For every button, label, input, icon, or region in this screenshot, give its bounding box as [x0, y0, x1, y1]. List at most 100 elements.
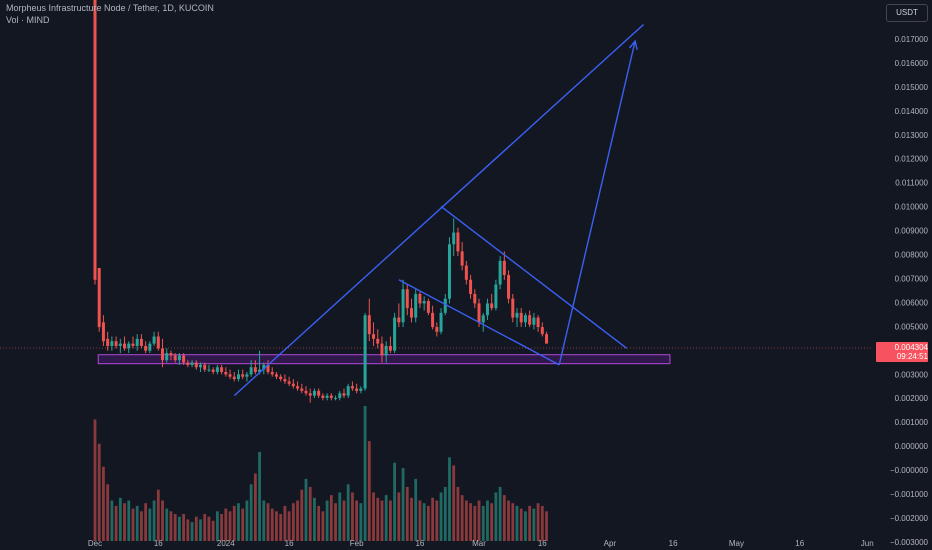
price-tick-label: 0.011000 [895, 179, 928, 188]
volume-bar [199, 519, 202, 541]
volume-bar [389, 500, 392, 541]
candle [325, 393, 329, 401]
candle [190, 360, 194, 368]
volume-bar [169, 511, 173, 541]
candle-body [401, 289, 405, 323]
candle [97, 267, 101, 332]
price-tick-label: −0.000000 [890, 466, 929, 475]
candle-body [207, 369, 211, 371]
candle [203, 362, 207, 372]
volume-bar [270, 508, 274, 541]
candle [363, 312, 367, 391]
candle-body [287, 381, 291, 384]
candle-body [199, 364, 202, 368]
volume-bar [346, 484, 350, 541]
time-tick-label: 2024 [217, 539, 235, 548]
support-zone[interactable] [97, 354, 671, 365]
price-tick-label: 0.010000 [895, 203, 929, 212]
volume-bar [464, 500, 468, 541]
candle-body [156, 336, 160, 349]
candle-body [393, 317, 397, 351]
volume-bar [258, 451, 261, 541]
candle-body [515, 312, 519, 318]
volume-bar [439, 492, 443, 541]
candle-body [456, 232, 460, 252]
candle-body [93, 0, 97, 280]
candle [435, 322, 439, 337]
candle [308, 388, 312, 403]
trend-lines[interactable] [233, 23, 645, 397]
time-axis[interactable]: Dec 16 2024 16 Feb 16 Mar 16 Apr 16 May 16 Jun [88, 539, 874, 548]
volume-bar [540, 505, 544, 541]
candle [473, 289, 477, 309]
candle [350, 381, 354, 391]
volume-bar [304, 478, 308, 541]
volume-bar [291, 503, 295, 541]
candle [519, 308, 523, 328]
volume-bar [397, 492, 401, 541]
candle-body [426, 301, 430, 313]
price-axis[interactable]: 0.0180000.0170000.0160000.0150000.014000… [872, 0, 932, 550]
candle-body [173, 355, 177, 361]
candle [405, 284, 409, 316]
volume-bar [410, 497, 413, 541]
candle [300, 383, 304, 394]
volume-bar [148, 508, 152, 541]
candle [249, 360, 253, 377]
candle [418, 291, 422, 309]
candle-body [118, 343, 122, 346]
trend-line[interactable] [233, 23, 645, 397]
candle [253, 360, 257, 375]
volume-bar [178, 516, 181, 541]
volume-bar [127, 500, 131, 541]
volume-bar [355, 500, 359, 541]
volume-bar [97, 443, 101, 541]
currency-button[interactable]: USDT [886, 4, 928, 22]
candle-body [131, 343, 135, 346]
volume-bar [351, 492, 354, 541]
candle-body [110, 341, 114, 346]
trend-line[interactable] [398, 279, 560, 366]
candle [241, 369, 245, 380]
candle-body [380, 343, 384, 356]
candle [296, 381, 300, 391]
candle-body [165, 353, 169, 361]
candle-body [220, 367, 224, 372]
volume-bar [380, 500, 384, 541]
candle [460, 241, 464, 271]
candle-body [469, 279, 473, 294]
price-tick-label: 0.000000 [895, 442, 929, 451]
trend-line[interactable] [558, 40, 636, 366]
support-zone-rect[interactable] [97, 354, 671, 365]
candle [165, 348, 169, 363]
candle [304, 386, 308, 396]
volume-bar [279, 514, 283, 541]
candle [393, 312, 397, 354]
price-tick-label: 0.015000 [895, 83, 929, 92]
candle-body [439, 312, 443, 332]
volume-bar [203, 514, 207, 541]
candle [355, 383, 359, 394]
candle-body [540, 327, 544, 335]
volume-bar [253, 473, 257, 541]
trend-line[interactable] [440, 205, 628, 349]
price-tick-label: 0.014000 [895, 107, 929, 116]
candle-body [262, 364, 266, 370]
candle-body [422, 301, 426, 304]
candle [494, 279, 498, 311]
volume-bar [338, 492, 342, 541]
time-tick-label: Feb [350, 539, 364, 548]
candle [194, 360, 198, 370]
volume-bar [431, 497, 434, 541]
volume-bar [532, 508, 536, 541]
candle [334, 395, 338, 401]
volume-bar [114, 505, 118, 541]
volume-bar [334, 503, 337, 541]
candle-body [498, 260, 502, 285]
time-tick-label: Apr [604, 539, 617, 548]
volume-bar [161, 500, 164, 541]
volume-bar [367, 441, 371, 541]
volume-bar [384, 495, 388, 541]
